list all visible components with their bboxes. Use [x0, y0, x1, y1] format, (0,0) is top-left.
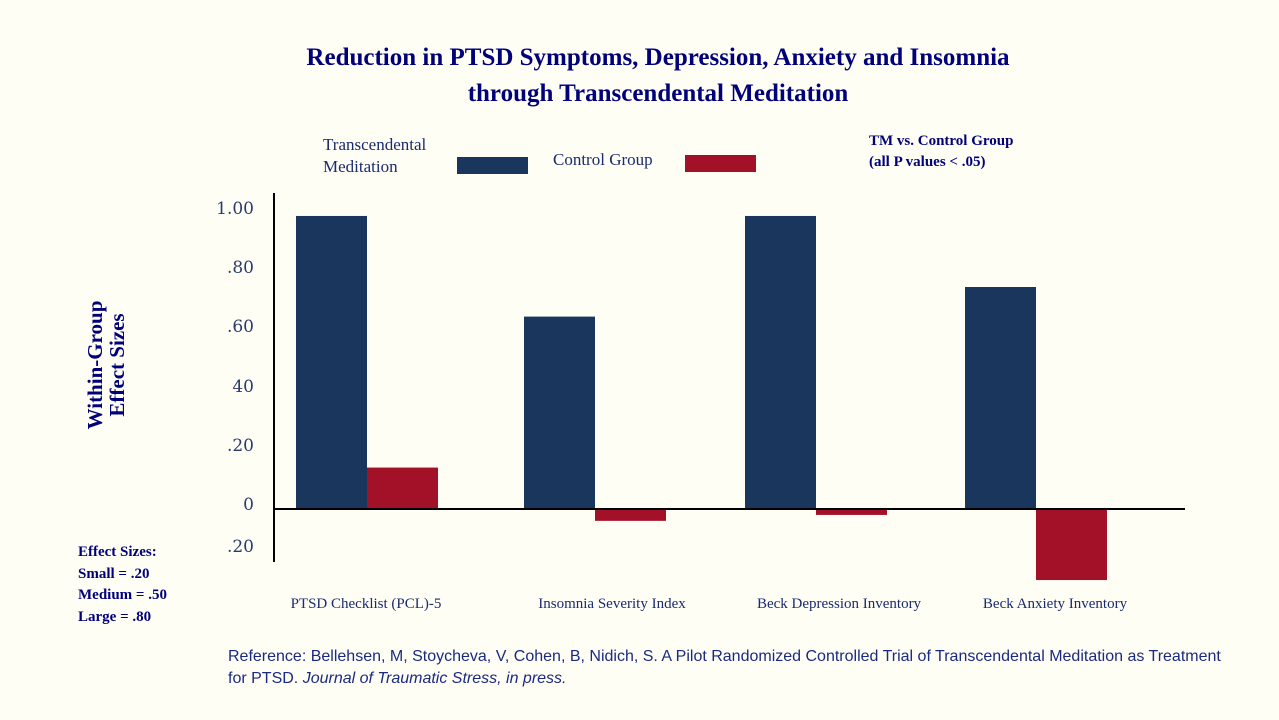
bar-control — [816, 509, 887, 515]
annotation-line: TM vs. Control Group — [869, 133, 1014, 149]
chart-title: Reduction in PTSD Symptoms, Depression, … — [0, 40, 1279, 112]
reference-text: Reference: Bellehsen, M, Stoycheva, V, C… — [228, 648, 1221, 687]
category-label: PTSD Checklist (PCL)-5 — [290, 596, 442, 612]
annotation-line: (all P values < .05) — [869, 154, 986, 170]
effect-size-line: Small = .20 — [78, 565, 150, 582]
y-tick-label: 40 — [232, 376, 254, 397]
title-line-1: Reduction in PTSD Symptoms, Depression, … — [306, 44, 1010, 71]
bar-tm — [965, 287, 1036, 509]
effect-size-line: Large = .80 — [78, 608, 152, 625]
legend-swatch-tm — [457, 157, 528, 174]
effect-size-legend: Effect Sizes: Small = .20 Medium = .50 L… — [78, 542, 167, 628]
effect-size-line: Medium = .50 — [78, 587, 167, 603]
y-tick-label: .80 — [226, 258, 254, 279]
bar-tm — [745, 215, 816, 509]
effect-size-line: Effect Sizes: — [78, 544, 157, 560]
bar-control — [1036, 509, 1107, 581]
y-tick-label: 1.00 — [216, 199, 254, 219]
category-label: Beck Depression Inventory — [756, 596, 922, 612]
category-label: Beck Anxiety Inventory — [982, 596, 1128, 612]
legend-label-control: Control Group — [553, 150, 653, 169]
y-tick-label: .20 — [226, 537, 254, 558]
bar-tm — [296, 215, 367, 509]
y-tick-label: .60 — [226, 317, 254, 338]
bar-control — [595, 509, 666, 521]
bar-control — [367, 467, 438, 509]
title-line-2: through Transcendental Meditation — [467, 80, 849, 107]
category-label: Insomnia Severity Index — [538, 596, 686, 612]
legend-label-tm: Transcendental Meditation — [323, 134, 426, 178]
bar-tm — [524, 316, 595, 509]
reference-citation: Reference: Bellehsen, M, Stoycheva, V, C… — [228, 646, 1228, 690]
legend-swatch-control — [685, 155, 756, 172]
significance-annotation: TM vs. Control Group (all P values < .05… — [869, 131, 1013, 173]
legend-label-line: Transcendental — [323, 135, 427, 154]
y-tick-label: .20 — [226, 435, 254, 456]
reference-journal: Journal of Traumatic Stress, in press. — [302, 670, 567, 687]
legend-label-line: Meditation — [323, 157, 398, 176]
y-tick-label: 0 — [243, 495, 254, 515]
